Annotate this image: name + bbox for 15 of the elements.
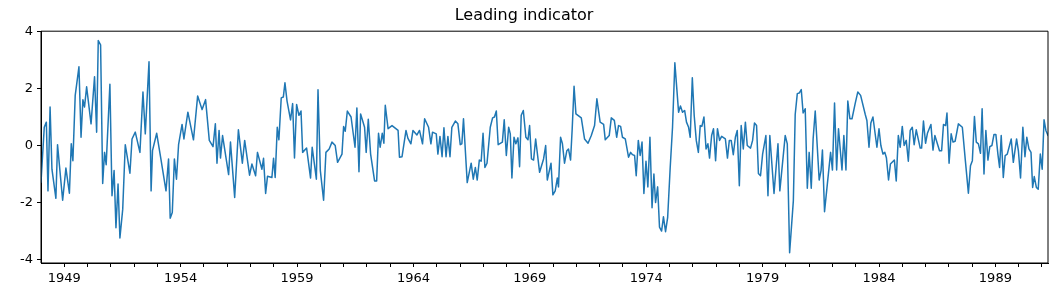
chart-title: Leading indicator — [454, 4, 594, 24]
x-tick-label: 1969 — [513, 270, 547, 286]
y-tick-label: -2 — [20, 193, 33, 209]
y-tick-label: 2 — [24, 79, 33, 95]
x-tick-label: 1954 — [164, 270, 198, 286]
x-tick-label: 1949 — [47, 270, 81, 286]
y-tick-label: 0 — [24, 136, 33, 152]
y-tick-label: 4 — [24, 22, 33, 38]
x-tick-label: 1989 — [978, 270, 1012, 286]
x-tick-label: 1974 — [629, 270, 663, 286]
x-tick-label: 1984 — [862, 270, 896, 286]
x-tick-label: 1959 — [280, 270, 314, 286]
x-tick-label: 1964 — [396, 270, 430, 286]
y-tick-label: -4 — [20, 250, 33, 266]
x-tick-label: 1979 — [746, 270, 780, 286]
